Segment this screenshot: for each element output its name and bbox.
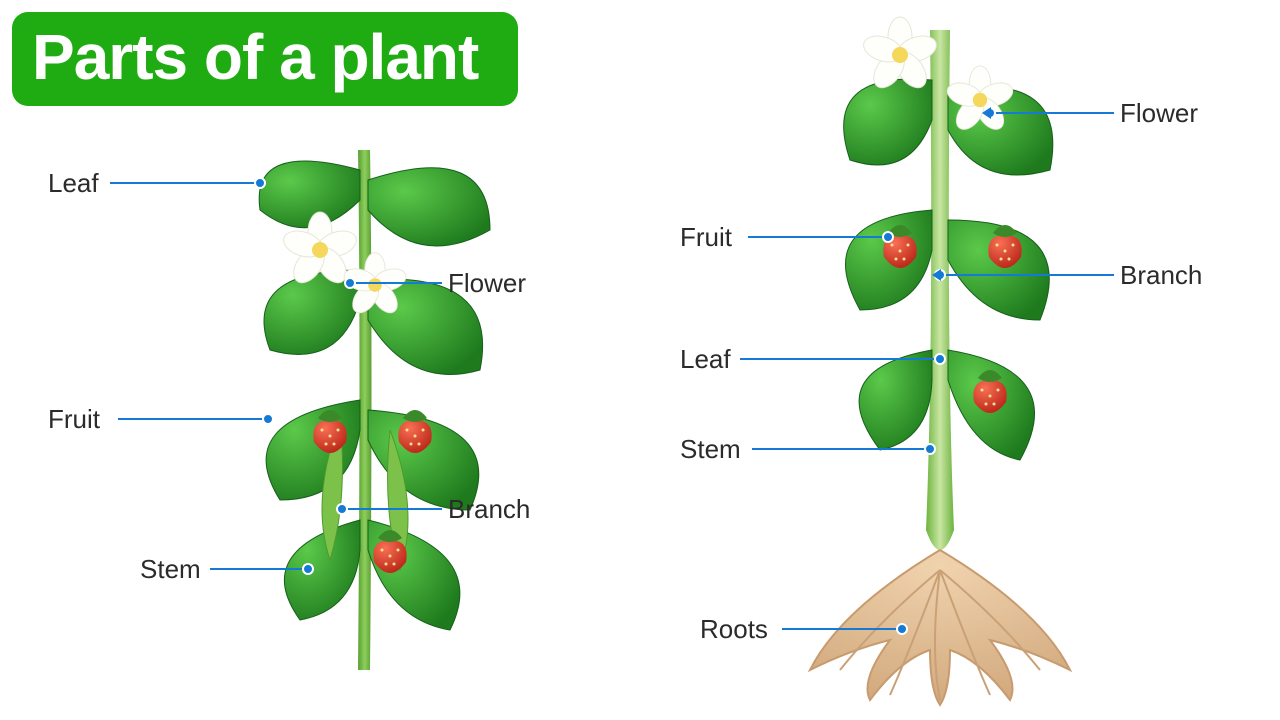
- callout-flower: [990, 112, 1114, 114]
- callout-fruit: [748, 236, 888, 238]
- callout-branch: [940, 274, 1114, 276]
- callout-fruit: [118, 418, 268, 420]
- label-stem: Stem: [680, 434, 741, 465]
- label-roots: Roots: [700, 614, 768, 645]
- label-leaf: Leaf: [680, 344, 731, 375]
- callout-dot-flower: [344, 277, 356, 289]
- callout-roots: [782, 628, 902, 630]
- label-flower: Flower: [448, 268, 526, 299]
- callout-branch: [342, 508, 442, 510]
- callout-dot-roots: [896, 623, 908, 635]
- label-stem: Stem: [140, 554, 201, 585]
- callout-dot-stem: [302, 563, 314, 575]
- label-branch: Branch: [1120, 260, 1202, 291]
- label-flower: Flower: [1120, 98, 1198, 129]
- callout-leaf: [740, 358, 940, 360]
- callout-dot-stem: [924, 443, 936, 455]
- label-branch: Branch: [448, 494, 530, 525]
- callout-flower: [350, 282, 442, 284]
- callout-dot-leaf: [934, 353, 946, 365]
- callout-stem: [210, 568, 308, 570]
- callout-stem: [752, 448, 930, 450]
- callout-arrow-flower: [982, 107, 991, 119]
- label-leaf: Leaf: [48, 168, 99, 199]
- label-fruit: Fruit: [680, 222, 732, 253]
- diagram-stage: Leaf Flower Fruit Branch Stem Flower Fruit Bran…: [0, 0, 1280, 720]
- callout-dot-leaf: [254, 177, 266, 189]
- callout-dot-fruit: [262, 413, 274, 425]
- callout-arrow-branch: [932, 269, 941, 281]
- callout-dot-branch: [336, 503, 348, 515]
- plant-left: [190, 120, 530, 680]
- callout-dot-fruit: [882, 231, 894, 243]
- callout-leaf: [110, 182, 260, 184]
- label-fruit: Fruit: [48, 404, 100, 435]
